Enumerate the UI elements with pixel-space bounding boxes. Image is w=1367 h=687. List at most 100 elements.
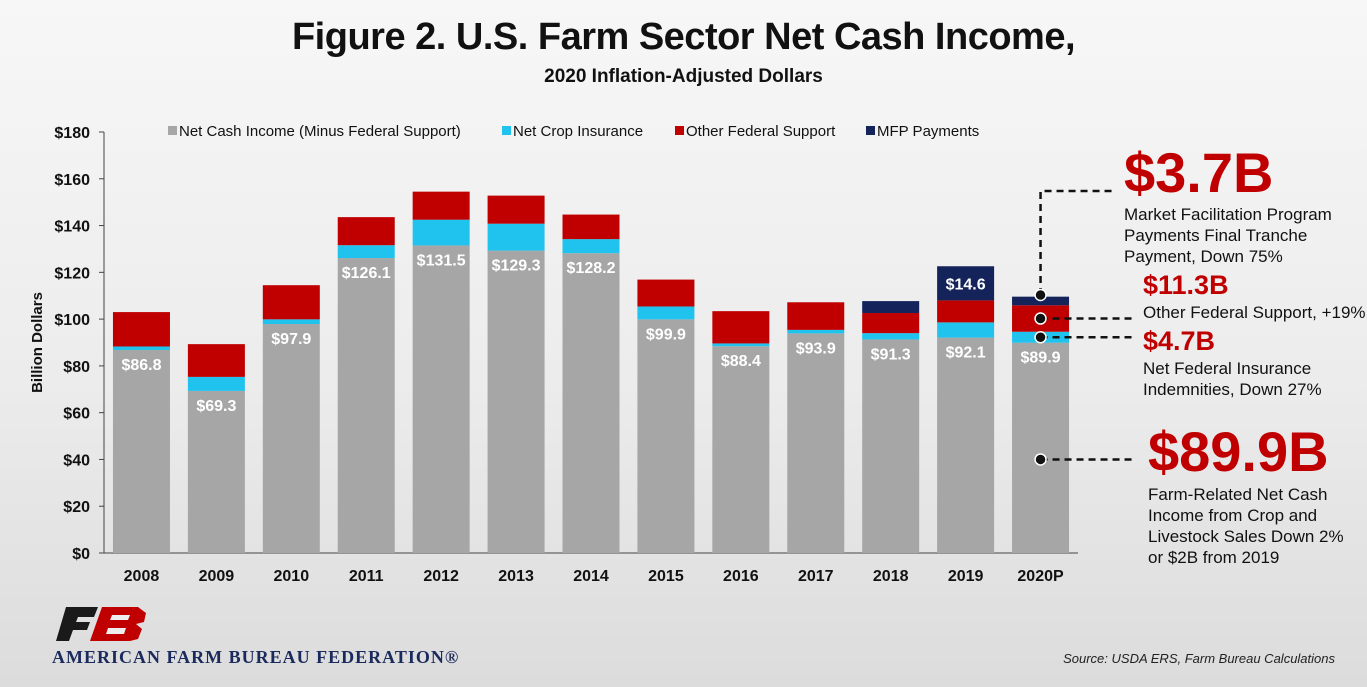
leader-dot xyxy=(1034,312,1047,325)
x-tick-label: 2017 xyxy=(798,568,834,585)
bar-value-label: $69.3 xyxy=(196,398,236,415)
bar-segment-mfp-payments-2019 xyxy=(937,266,995,301)
bar-value-label: $99.9 xyxy=(646,326,686,343)
y-tick-label: $180 xyxy=(54,125,90,142)
bar-value-label: $128.2 xyxy=(567,260,616,277)
bar-segment-net-crop-insurance-2008 xyxy=(112,346,170,350)
bar-value-label: $14.6 xyxy=(946,276,986,293)
bar-segment-net-crop-insurance-2015 xyxy=(637,306,695,320)
legend-swatch xyxy=(502,126,511,135)
bar-segment-net-cash-income-minus-federal-support-2011 xyxy=(337,258,395,553)
callout-insurance-value: $4.7B xyxy=(1143,326,1216,356)
y-tick-label: $140 xyxy=(54,219,90,236)
bar-segment-other-federal-support-2017 xyxy=(787,302,845,330)
callout-mfp-value: $3.7B xyxy=(1124,141,1274,204)
bar-segment-net-cash-income-minus-federal-support-2014 xyxy=(562,253,620,553)
bar-value-label: $92.1 xyxy=(946,345,986,362)
callout-net-value: $89.9B xyxy=(1148,420,1329,483)
farm-bureau-logo xyxy=(56,607,146,641)
chart-legend: Net Cash Income (Minus Federal Support) N… xyxy=(168,123,979,140)
y-tick-label: $40 xyxy=(63,452,90,469)
x-tick-label: 2010 xyxy=(274,568,310,585)
bar-value-label: $97.9 xyxy=(271,331,311,348)
callout-net-income: $89.9B Farm-Related Net Cash Income from… xyxy=(1148,420,1363,568)
x-tick-label: 2018 xyxy=(873,568,909,585)
leader-dot xyxy=(1034,453,1047,466)
bar-segment-net-crop-insurance-2017 xyxy=(787,329,845,334)
x-tick-label: 2008 xyxy=(124,568,160,585)
bar-segment-net-cash-income-minus-federal-support-2012 xyxy=(412,245,470,554)
callout-insurance: $4.7B Net Federal Insurance Indemnities,… xyxy=(1143,324,1358,400)
bar-segment-other-federal-support-2014 xyxy=(562,214,620,240)
bar-segment-net-crop-insurance-2009 xyxy=(187,376,245,391)
legend-swatch xyxy=(168,126,177,135)
bar-segment-other-federal-support-2015 xyxy=(637,279,695,307)
bar-segment-net-cash-income-minus-federal-support-2017 xyxy=(787,333,845,553)
bar-segment-other-federal-support-2010 xyxy=(262,285,320,320)
bar-segment-net-cash-income-minus-federal-support-2016 xyxy=(712,346,770,553)
callout-mfp-text: Market Facilitation Program Payments Fin… xyxy=(1124,205,1332,266)
bar-value-label: $129.3 xyxy=(492,258,541,275)
callout-other-text: Other Federal Support, +19% xyxy=(1143,303,1366,322)
callout-net-text: Farm-Related Net Cash Income from Crop a… xyxy=(1148,485,1344,567)
bar-value-label: $131.5 xyxy=(417,252,466,269)
bar-segment-net-crop-insurance-2010 xyxy=(262,319,320,325)
y-tick-label: $0 xyxy=(72,546,90,563)
bar-value-label: $88.4 xyxy=(721,353,761,370)
callout-mfp: $3.7B Market Facilitation Program Paymen… xyxy=(1124,142,1354,267)
bar-segment-net-crop-insurance-2011 xyxy=(337,245,395,259)
y-tick-label: $120 xyxy=(54,265,90,282)
y-axis-title: Billion Dollars xyxy=(29,292,46,393)
bar-segment-other-federal-support-2012 xyxy=(412,191,470,220)
bar-segment-other-federal-support-2009 xyxy=(187,344,245,377)
callout-other-support: $11.3B Other Federal Support, +19% xyxy=(1143,268,1367,323)
x-tick-label: 2020P xyxy=(1017,568,1064,585)
callout-insurance-text: Net Federal Insurance Indemnities, Down … xyxy=(1143,359,1322,399)
bar-value-label: $126.1 xyxy=(342,265,391,282)
bar-segment-net-crop-insurance-2012 xyxy=(412,219,470,246)
bar-segment-net-crop-insurance-2014 xyxy=(562,239,620,254)
chart-subtitle: 2020 Inflation-Adjusted Dollars xyxy=(544,66,823,87)
bar-segment-other-federal-support-2013 xyxy=(487,195,545,224)
bar-segment-net-crop-insurance-2013 xyxy=(487,223,545,251)
bar-value-labels: $86.8 $69.3 $97.9 $126.1 $131.5 $129.3 $128.2 $… xyxy=(121,252,1060,414)
legend-entry: Net Crop Insurance xyxy=(513,123,643,140)
bar-value-label: $86.8 xyxy=(121,357,161,374)
bars xyxy=(112,191,1070,554)
bar-segment-net-cash-income-minus-federal-support-2008 xyxy=(112,349,170,553)
callout-leader-lines xyxy=(1034,189,1136,466)
bar-segment-net-cash-income-minus-federal-support-2013 xyxy=(487,250,545,553)
chart-title: Figure 2. U.S. Farm Sector Net Cash Inco… xyxy=(291,16,1076,58)
bar-value-label: $91.3 xyxy=(871,346,911,363)
x-tick-label: 2012 xyxy=(423,568,459,585)
callout-other-value: $11.3B xyxy=(1143,270,1229,300)
bar-segment-other-federal-support-2019 xyxy=(937,300,995,323)
y-tick-label: $20 xyxy=(63,499,90,516)
y-tick-label: $60 xyxy=(63,406,90,423)
bar-segment-net-crop-insurance-2019 xyxy=(937,322,995,338)
chart-axes: $0 $20 $40 $60 $80 $100 $120 $140 $160 $180 Billio… xyxy=(29,125,1078,585)
organization-name: AMERICAN FARM BUREAU FEDERATION® xyxy=(52,647,460,667)
x-tick-label: 2019 xyxy=(948,568,984,585)
x-tick-label: 2013 xyxy=(498,568,534,585)
bar-segment-other-federal-support-2018 xyxy=(862,313,920,334)
bar-segment-other-federal-support-2008 xyxy=(112,312,170,347)
x-tick-label: 2016 xyxy=(723,568,759,585)
leader-dot xyxy=(1034,330,1047,344)
leader-mfp xyxy=(1039,189,1112,295)
legend-swatch xyxy=(675,126,684,135)
bar-value-label: $93.9 xyxy=(796,340,836,357)
bar-segment-net-crop-insurance-2016 xyxy=(712,343,770,347)
x-tick-label: 2014 xyxy=(573,568,609,585)
x-tick-label: 2011 xyxy=(349,568,384,585)
x-tick-label: 2015 xyxy=(648,568,684,585)
y-tick-label: $100 xyxy=(54,312,90,329)
bar-segment-other-federal-support-2016 xyxy=(712,311,770,344)
bar-segment-net-cash-income-minus-federal-support-2020p xyxy=(1012,342,1070,553)
bar-segment-net-cash-income-minus-federal-support-2018 xyxy=(862,339,920,553)
bar-segment-net-cash-income-minus-federal-support-2010 xyxy=(262,324,320,553)
leader-dot xyxy=(1034,288,1047,302)
bar-segment-mfp-payments-2018 xyxy=(862,301,920,314)
source-note: Source: USDA ERS, Farm Bureau Calculatio… xyxy=(1063,651,1335,666)
